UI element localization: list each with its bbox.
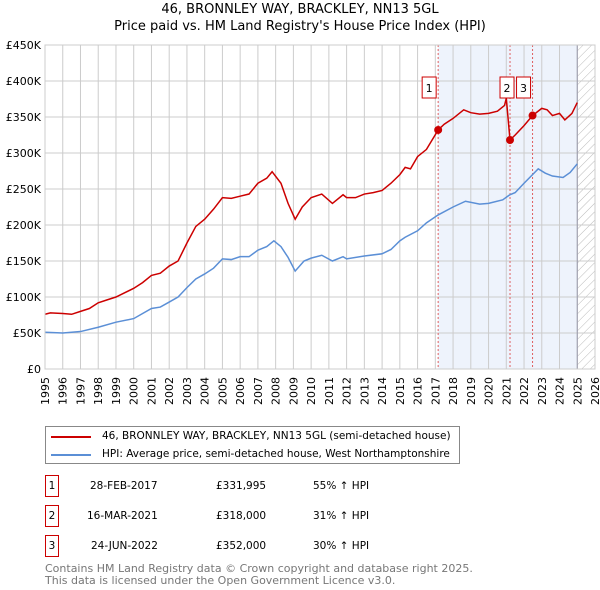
sale-marker-number: 3 <box>520 82 527 95</box>
x-tick-label: 2026 <box>589 377 600 405</box>
x-tick-label: 2015 <box>394 377 407 405</box>
x-tick-label: 2009 <box>287 377 300 405</box>
date: 24-JUN-2022 <box>91 540 158 552</box>
chart-subtitle: Price paid vs. HM Land Registry's House … <box>114 19 486 34</box>
property-series-line <box>44 98 578 316</box>
transaction-row: 2 16-MAR-2021 £318,000 31% ↑ HPI <box>45 505 445 527</box>
sale-marker-number: 1 <box>426 82 433 95</box>
x-tick-label: 2006 <box>234 377 247 405</box>
transaction-row: 3 24-JUN-2022 £352,000 30% ↑ HPI <box>45 535 445 557</box>
x-tick-label: 2022 <box>518 377 531 405</box>
hpi-series-line <box>44 163 578 334</box>
plot-border <box>44 44 596 370</box>
marker-badge: 3 <box>45 535 59 557</box>
y-tick-label: £450K <box>6 39 42 52</box>
x-tick-label: 2017 <box>429 377 442 405</box>
footer-line-1: Contains HM Land Registry data © Crown c… <box>45 562 473 575</box>
price: £352,000 <box>216 540 267 552</box>
sale-point <box>506 136 515 145</box>
x-tick-label: 2021 <box>500 377 513 405</box>
x-tick-label: 2011 <box>323 377 336 405</box>
hpi-change: 30% ↑ HPI <box>313 540 370 552</box>
x-tick-label: 2014 <box>376 377 389 405</box>
x-tick-label: 2020 <box>483 377 496 405</box>
y-tick-label: £50K <box>13 327 42 340</box>
price: £331,995 <box>216 480 267 492</box>
x-tick-label: 2008 <box>270 377 283 405</box>
x-tick-label: 1995 <box>39 377 52 405</box>
x-tick-label: 2019 <box>465 377 478 405</box>
legend-item-hpi: HPI: Average price, semi-detached house,… <box>46 446 459 463</box>
sale-marker-badge <box>516 76 532 99</box>
x-tick-label: 2025 <box>571 377 584 405</box>
date: 16-MAR-2021 <box>87 510 158 522</box>
legend-item-property: 46, BRONNLEY WAY, BRACKLEY, NN13 5GL (se… <box>46 428 459 445</box>
sale-marker-number: 2 <box>504 82 511 95</box>
forecast-hatch <box>577 45 595 369</box>
footer-line-2: This data is licensed under the Open Gov… <box>45 574 396 587</box>
transaction-row: 1 28-FEB-2017 £331,995 55% ↑ HPI <box>45 475 445 497</box>
sale-marker-badge <box>499 76 515 99</box>
price-chart: £0 £50K £100K £150K £200K £250K £300K £350K £400… <box>6 39 600 405</box>
y-tick-label: £350K <box>6 111 42 124</box>
x-tick-label: 2007 <box>252 377 265 405</box>
y-tick-label: £250K <box>6 183 42 196</box>
shaded-region <box>438 45 578 369</box>
legend-label: HPI: Average price, semi-detached house,… <box>102 448 450 460</box>
x-tick-label: 2010 <box>305 377 318 405</box>
marker-badge: 1 <box>45 475 59 497</box>
x-tick-label: 1996 <box>57 377 70 405</box>
chart-title: 46, BRONNLEY WAY, BRACKLEY, NN13 5GL <box>161 2 439 17</box>
sale-point <box>528 111 537 120</box>
sale-point <box>434 125 443 134</box>
x-tick-label: 2000 <box>128 377 141 405</box>
x-tick-label: 2003 <box>181 377 194 405</box>
x-tick-label: 1997 <box>74 377 87 405</box>
x-tick-label: 2013 <box>358 377 371 405</box>
x-tick-label: 2012 <box>341 377 354 405</box>
date: 28-FEB-2017 <box>90 480 158 492</box>
y-tick-label: £300K <box>6 147 42 160</box>
red-line-swatch <box>51 436 91 438</box>
x-tick-label: 2002 <box>163 377 176 405</box>
legend-label: 46, BRONNLEY WAY, BRACKLEY, NN13 5GL (se… <box>102 430 451 442</box>
y-tick-label: £150K <box>6 255 42 268</box>
x-tick-label: 1998 <box>92 377 105 405</box>
sale-marker-badge <box>421 76 437 99</box>
y-tick-label: £400K <box>6 75 42 88</box>
legend: 46, BRONNLEY WAY, BRACKLEY, NN13 5GL (se… <box>45 426 460 464</box>
y-tick-label: £100K <box>6 291 42 304</box>
y-tick-label: £0 <box>27 363 41 376</box>
x-tick-label: 2016 <box>412 377 425 405</box>
hpi-change: 55% ↑ HPI <box>313 480 370 492</box>
x-tick-label: 2018 <box>447 377 460 405</box>
y-tick-label: £200K <box>6 219 42 232</box>
x-tick-label: 2023 <box>536 377 549 405</box>
blue-line-swatch <box>51 454 91 456</box>
x-tick-label: 1999 <box>110 377 123 405</box>
price: £318,000 <box>216 510 267 522</box>
hpi-change: 31% ↑ HPI <box>313 510 370 522</box>
x-tick-label: 2004 <box>199 377 212 405</box>
x-tick-label: 2005 <box>216 377 229 405</box>
x-tick-label: 2001 <box>145 377 158 405</box>
marker-badge: 2 <box>45 505 59 527</box>
x-tick-label: 2024 <box>554 377 567 405</box>
